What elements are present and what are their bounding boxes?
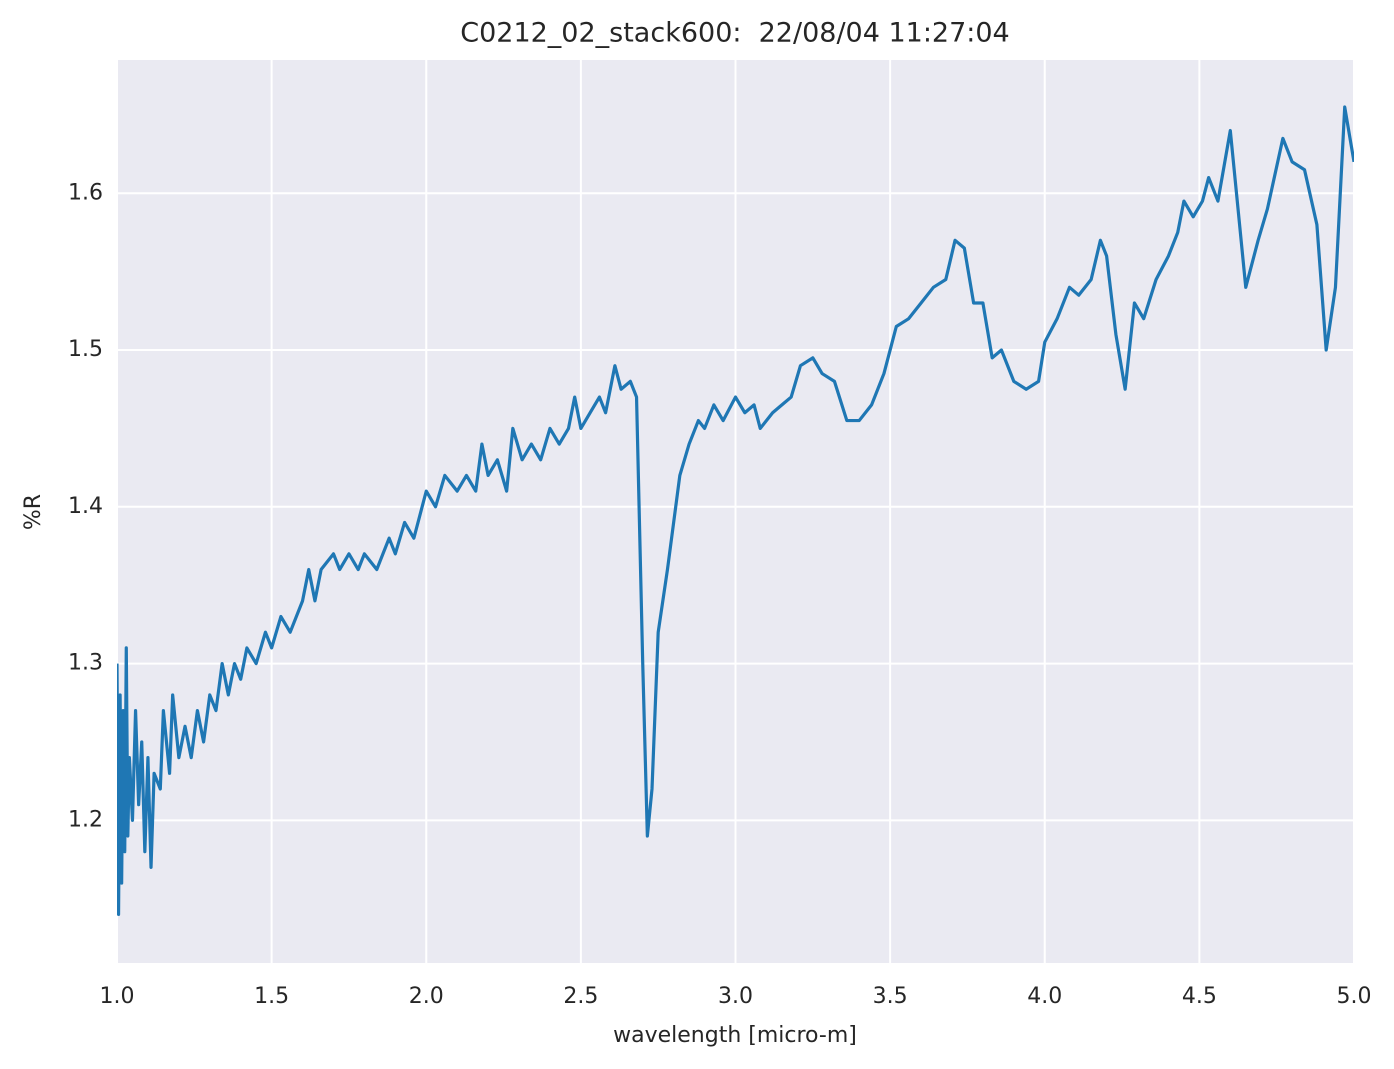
- data-line: [117, 105, 1354, 916]
- x-tick-label: 2.5: [563, 984, 598, 1009]
- x-tick-label: 4.5: [1182, 984, 1217, 1009]
- y-axis-label: %R: [21, 494, 46, 530]
- y-tick-label: 1.6: [68, 180, 103, 205]
- x-tick-label: 1.0: [100, 984, 135, 1009]
- y-tick-label: 1.3: [68, 651, 103, 676]
- x-tick-label: 3.5: [873, 984, 908, 1009]
- chart-title: C0212_02_stack600: 22/08/04 11:27:04: [460, 18, 1010, 49]
- x-tick-label: 2.0: [409, 984, 444, 1009]
- x-tick-label: 5.0: [1337, 984, 1372, 1009]
- x-tick-label: 4.0: [1027, 984, 1062, 1009]
- y-tick-label: 1.5: [68, 337, 103, 362]
- y-tick-label: 1.4: [68, 494, 103, 519]
- y-tick-label: 1.2: [68, 807, 103, 832]
- x-axis-label: wavelength [micro-m]: [613, 1023, 857, 1048]
- x-tick-label: 1.5: [254, 984, 289, 1009]
- x-tick-label: 3.0: [718, 984, 753, 1009]
